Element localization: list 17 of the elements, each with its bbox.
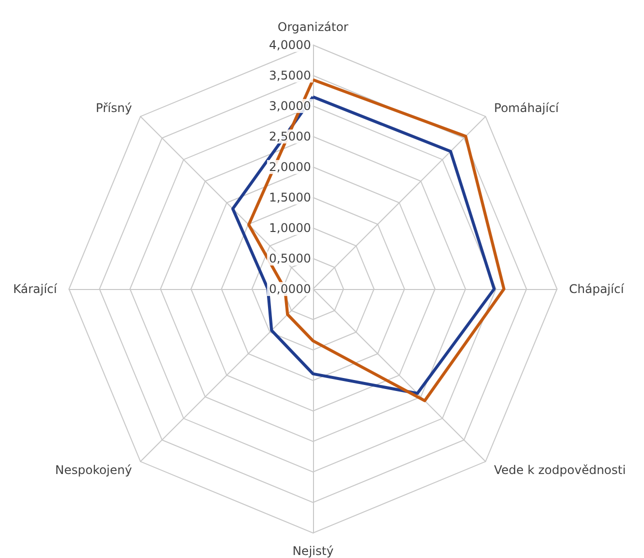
y-tick-label: 3,0000	[269, 99, 311, 113]
y-tick-label: 0,5000	[269, 252, 311, 266]
y-tick-label: 1,5000	[269, 190, 311, 204]
y-tick-label: 2,5000	[269, 130, 311, 144]
spoke-label: Vede k zodpovědnosti	[494, 463, 626, 478]
spoke-label: Přísný	[96, 100, 132, 115]
y-tick-label: 0,0000	[269, 282, 311, 296]
y-tick-label: 1,0000	[269, 221, 311, 235]
spoke-label: Nejistý	[292, 544, 334, 558]
y-tick-label: 2,0000	[269, 160, 311, 174]
spoke-label: Organizátor	[278, 20, 348, 34]
y-tick-label: 3,5000	[269, 68, 311, 82]
spoke-label: Chápající	[569, 282, 625, 296]
y-tick-label: 4,0000	[269, 38, 311, 52]
spoke-label: Pomáhající	[494, 100, 560, 115]
spoke-label: Nespokojený	[55, 463, 132, 478]
spoke-label: Kárající	[13, 282, 58, 296]
